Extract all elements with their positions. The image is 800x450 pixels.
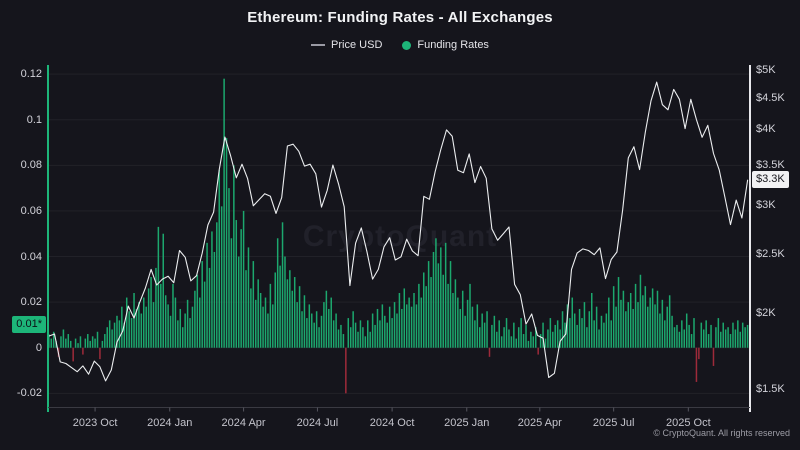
y-left-tick-label: 0.1 [26, 113, 42, 126]
x-axis-tick-label: 2023 Oct [72, 417, 118, 429]
x-axis-tick-label: 2024 Oct [369, 417, 415, 429]
y-right-tick-label: $1.5K [756, 382, 785, 395]
x-axis-tick-label: 2025 Apr [517, 417, 562, 429]
legend-price-label: Price USD [331, 39, 383, 51]
y-right-tick-label: $5K [756, 64, 776, 77]
y-right-tick-label: $4K [756, 123, 776, 136]
y-right-tick-label: $3K [756, 199, 776, 212]
price-line [48, 81, 749, 382]
x-axis-tick-label: 2024 Jan [147, 417, 193, 429]
funding-dot-marker-icon [402, 40, 412, 50]
x-axis-tick-label: 2025 Jan [444, 417, 490, 429]
y-left-tick-label: 0 [35, 341, 42, 354]
funding-current-value-badge: 0.01* [12, 315, 46, 333]
y-right-tick-label: $2.5K [756, 247, 785, 260]
price-line-marker-icon [311, 44, 326, 46]
legend-funding-label: Funding Rates [417, 39, 489, 51]
legend-item-price[interactable]: Price USD [311, 39, 382, 51]
price-current-value-badge: $3.3K [752, 171, 789, 189]
y-left-tick-label: 0.08 [20, 159, 42, 172]
legend-item-funding[interactable]: Funding Rates [402, 39, 489, 51]
y-right-tick-label: $3.5K [756, 158, 785, 171]
funding-bars [48, 78, 749, 394]
y-left-tick-label: 0.06 [20, 204, 42, 217]
y-right-tick-label: $4.5K [756, 92, 785, 105]
x-axis-tick-label: 2025 Jul [592, 417, 635, 429]
chart-legend: Price USD Funding Rates [0, 37, 800, 53]
x-axis-tick-label: 2024 Apr [221, 417, 266, 429]
copyright-notice: © CryptoQuant. All rights reserved [653, 428, 790, 438]
y-left-tick-label: -0.02 [16, 387, 42, 400]
y-left-tick-label: 0.02 [20, 296, 42, 309]
x-axis-tick-label: 2025 Oct [665, 417, 711, 429]
y-left-tick-label: 0.04 [20, 250, 42, 263]
chart-title: Ethereum: Funding Rates - All Exchanges [247, 9, 553, 26]
y-right-tick-label: $2K [756, 306, 776, 319]
x-axis-tick-label: 2024 Jul [296, 417, 339, 429]
y-left-tick-label: 0.12 [20, 68, 42, 81]
